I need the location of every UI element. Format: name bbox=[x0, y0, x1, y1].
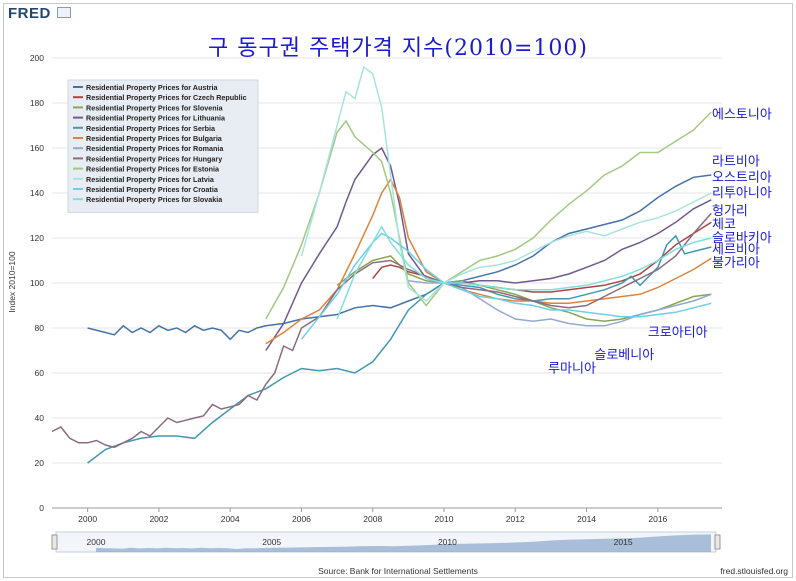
navigator-label: 2010 bbox=[438, 537, 457, 547]
x-axis-ticks: 2000 2002 2004 2006 2008 2010 2012 2014 2016 bbox=[78, 508, 668, 524]
y-tick-label: 80 bbox=[35, 323, 45, 333]
navigator-left-handle[interactable] bbox=[51, 534, 58, 550]
series-line-5[interactable] bbox=[265, 177, 712, 345]
annotation-label: 루마니아 bbox=[548, 362, 596, 377]
gridlines bbox=[52, 57, 722, 509]
annotation-label: 슬로베니아 bbox=[594, 348, 654, 363]
y-axis-ticks: 0 20 40 60 80 100 120 140 160 180 200 bbox=[30, 53, 44, 513]
range-navigator: 2000 2005 2010 2015 bbox=[51, 531, 721, 553]
legend-entry[interactable]: Residential Property Prices for Bulgaria bbox=[86, 134, 223, 143]
navigator-label: 2005 bbox=[262, 537, 281, 547]
source-note: Source: Bank for International Settlemen… bbox=[318, 566, 478, 576]
x-tick-label: 2002 bbox=[149, 514, 168, 524]
x-tick-label: 2016 bbox=[648, 514, 667, 524]
y-tick-label: 140 bbox=[30, 188, 44, 198]
legend-entry[interactable]: Residential Property Prices for Czech Re… bbox=[86, 93, 247, 102]
navigator-label: 2000 bbox=[87, 537, 106, 547]
legend-entry[interactable]: Residential Property Prices for Romania bbox=[86, 144, 224, 153]
legend-entry[interactable]: Residential Property Prices for Latvia bbox=[86, 175, 215, 184]
annotation-label: 불가리아 bbox=[712, 256, 760, 271]
y-tick-label: 180 bbox=[30, 98, 44, 108]
series-line-4[interactable] bbox=[87, 234, 712, 464]
legend-entry[interactable]: Residential Property Prices for Serbia bbox=[86, 124, 216, 133]
annotation-label: 헝가리 bbox=[712, 204, 748, 219]
site-url[interactable]: fred.stlouisfed.org bbox=[720, 566, 788, 576]
annotations: 에스토니아라트비아오스트리아리투아니아헝가리체코슬로바키아세르비아불가리아크로아… bbox=[548, 107, 772, 376]
series-line-11[interactable] bbox=[336, 225, 712, 320]
y-axis-label: Index 2010=100 bbox=[7, 251, 17, 312]
y-tick-label: 0 bbox=[39, 503, 44, 513]
series-line-9[interactable] bbox=[300, 65, 712, 302]
series-line-3[interactable] bbox=[265, 146, 712, 351]
y-tick-label: 200 bbox=[30, 53, 44, 63]
series-line-10[interactable] bbox=[300, 232, 712, 340]
x-tick-label: 2006 bbox=[292, 514, 311, 524]
series-line-1[interactable] bbox=[372, 221, 712, 293]
legend-box bbox=[67, 79, 259, 213]
annotation-label: 라트비아 bbox=[712, 155, 760, 170]
y-tick-label: 100 bbox=[30, 278, 44, 288]
legend-entry[interactable]: Residential Property Prices for Austria bbox=[86, 83, 219, 92]
chart-title: 구 동구권 주택가격 지수(2010=100) bbox=[208, 36, 588, 61]
navigator-right-handle[interactable] bbox=[714, 534, 721, 550]
legend-entry[interactable]: Residential Property Prices for Estonia bbox=[86, 165, 220, 174]
annotation-label: 크로아티아 bbox=[648, 326, 708, 341]
x-tick-label: 2010 bbox=[435, 514, 454, 524]
legend-entry[interactable]: Residential Property Prices for Hungary bbox=[86, 154, 222, 163]
x-tick-label: 2000 bbox=[78, 514, 97, 524]
y-tick-label: 160 bbox=[30, 143, 44, 153]
y-tick-label: 20 bbox=[35, 458, 45, 468]
x-tick-label: 2012 bbox=[506, 514, 525, 524]
y-tick-label: 120 bbox=[30, 233, 44, 243]
legend-entry[interactable]: Residential Property Prices for Croatia bbox=[86, 185, 219, 194]
chart-logo-icon bbox=[57, 7, 71, 18]
annotation-label: 슬로바키아 bbox=[712, 231, 772, 246]
series-line-7[interactable] bbox=[51, 212, 712, 449]
annotation-label: 체코 bbox=[712, 218, 736, 233]
legend-entry[interactable]: Residential Property Prices for Slovenia bbox=[86, 103, 224, 112]
navigator-area bbox=[96, 534, 711, 552]
legend-entry[interactable]: Residential Property Prices for Slovakia bbox=[86, 195, 223, 204]
x-tick-label: 2008 bbox=[363, 514, 382, 524]
y-tick-label: 60 bbox=[35, 368, 45, 378]
x-tick-label: 2014 bbox=[577, 514, 596, 524]
fred-logo[interactable]: FRED bbox=[8, 5, 51, 22]
y-tick-label: 40 bbox=[35, 413, 45, 423]
annotation-label: 에스토니아 bbox=[712, 107, 772, 122]
annotation-label: 리투아니아 bbox=[712, 186, 772, 201]
legend: Residential Property Prices for AustriaR… bbox=[67, 79, 259, 213]
series-lines bbox=[51, 65, 712, 464]
legend-entry[interactable]: Residential Property Prices for Lithuani… bbox=[86, 114, 226, 123]
series-line-8[interactable] bbox=[265, 111, 712, 320]
x-tick-label: 2004 bbox=[221, 514, 240, 524]
navigator-label: 2015 bbox=[614, 537, 633, 547]
annotation-label: 오스트리아 bbox=[712, 170, 772, 185]
annotation-label: 세르비아 bbox=[712, 242, 760, 257]
